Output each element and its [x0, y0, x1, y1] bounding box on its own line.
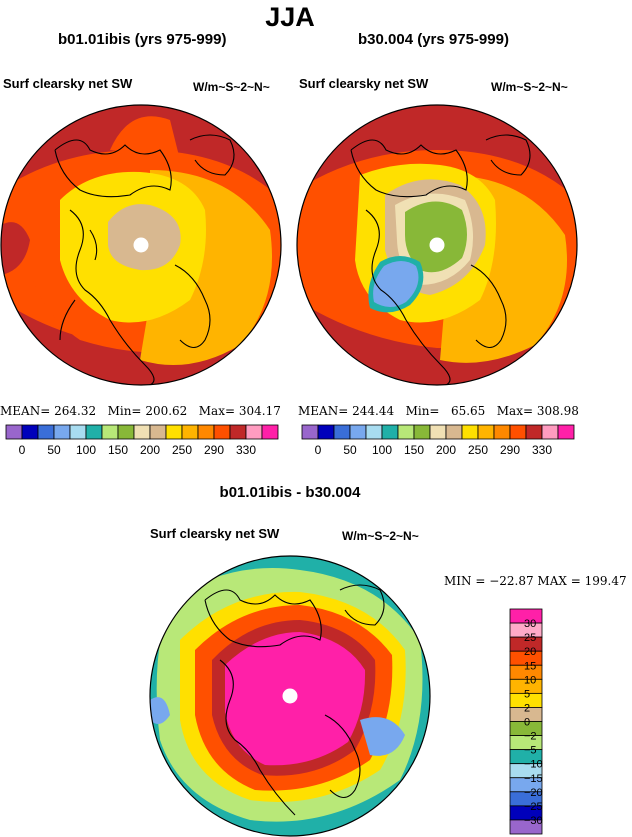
- colorbar-swatch: [165, 424, 183, 440]
- colorbar-swatch: [317, 424, 335, 440]
- colorbar-tick-label: 150: [404, 443, 424, 457]
- diff-colorbar-swatch: [509, 819, 543, 835]
- panel-2-units: W/m~S~2~N~: [491, 80, 568, 94]
- colorbar-swatch: [181, 424, 199, 440]
- panel-1-map: [1, 105, 281, 385]
- panel-1-title: b01.01ibis (yrs 975-999): [58, 31, 227, 48]
- colorbar-swatch: [365, 424, 383, 440]
- panel-2-stats: MEAN= 244.44 Min= 65.65 Max= 308.98: [298, 404, 579, 418]
- diff-colorbar-tick-label: 25: [524, 632, 536, 644]
- colorbar-swatch: [429, 424, 447, 440]
- diff-colorbar-tick-label: 15: [524, 660, 536, 672]
- diff-colorbar-tick-label: −30: [524, 815, 543, 827]
- colorbar-swatch: [261, 424, 279, 440]
- colorbar-tick-label: 250: [468, 443, 488, 457]
- colorbar-swatch: [213, 424, 231, 440]
- panel-1-min: 200.62: [145, 404, 188, 418]
- diff-colorbar-tick-label: 20: [524, 646, 536, 658]
- diff-colorbar-tick-label: −10: [524, 759, 543, 771]
- diff-title: b01.01ibis - b30.004: [219, 484, 361, 501]
- colorbar-swatch: [5, 424, 23, 440]
- colorbar-swatch: [541, 424, 559, 440]
- diff-colorbar-tick-label: 30: [524, 618, 536, 630]
- colorbar-tick-label: 150: [108, 443, 128, 457]
- panel-1-units: W/m~S~2~N~: [193, 80, 270, 94]
- colorbar-swatch: [381, 424, 399, 440]
- diff-colorbar-tick-label: −15: [524, 773, 543, 785]
- diff-colorbar-tick-label: −2: [524, 731, 537, 743]
- colorbar-tick-label: 200: [140, 443, 160, 457]
- panel-1-variable: Surf clearsky net SW: [3, 76, 133, 91]
- diff-variable: Surf clearsky net SW: [150, 526, 280, 541]
- panel-2-map: [297, 105, 577, 385]
- panel-1-mean: 264.32: [54, 404, 97, 418]
- colorbar-swatch: [149, 424, 167, 440]
- panel-2-max-label: Max=: [496, 404, 534, 418]
- colorbar-swatch: [493, 424, 511, 440]
- colorbar-tick-label: 330: [236, 443, 256, 457]
- colorbar-swatch: [117, 424, 135, 440]
- panel-2-colorbar: 0 50 100 150 200 250 290 330: [301, 424, 575, 457]
- panel-1-min-label: Min=: [107, 404, 142, 418]
- colorbar-tick-label: 0: [315, 443, 322, 457]
- panel-1-max-label: Max=: [198, 404, 236, 418]
- colorbar-swatch: [301, 424, 319, 440]
- colorbar-tick-label: 0: [19, 443, 26, 457]
- colorbar-tick-label: 100: [372, 443, 392, 457]
- panel-2-min: 65.65: [450, 404, 486, 418]
- colorbar-swatch: [69, 424, 87, 440]
- panel-2-mean: 244.44: [352, 404, 395, 418]
- colorbar-swatch: [413, 424, 431, 440]
- panel-2-mean-label: MEAN=: [298, 404, 349, 418]
- colorbar-swatch: [397, 424, 415, 440]
- diff-colorbar-tick-label: 10: [524, 674, 536, 686]
- diff-colorbar-tick-label: 2: [524, 702, 530, 714]
- diff-colorbar-tick-label: −25: [524, 801, 543, 813]
- colorbar-swatch: [133, 424, 151, 440]
- colorbar-swatch: [229, 424, 247, 440]
- colorbar-tick-label: 200: [436, 443, 456, 457]
- diff-colorbar-tick-label: −5: [524, 745, 537, 757]
- colorbar-swatch: [477, 424, 495, 440]
- panel-1-stats: MEAN= 264.32 Min= 200.62 Max= 304.17: [0, 404, 281, 418]
- panel-2-title: b30.004 (yrs 975-999): [358, 31, 509, 48]
- panel-1-colorbar: 0 50 100 150 200 250 290 330: [5, 424, 279, 457]
- colorbar-tick-label: 290: [500, 443, 520, 457]
- panel-2-max: 308.98: [536, 404, 579, 418]
- colorbar-swatch: [349, 424, 367, 440]
- colorbar-swatch: [85, 424, 103, 440]
- diff-map: [150, 556, 430, 836]
- colorbar-swatch: [101, 424, 119, 440]
- colorbar-swatch: [557, 424, 575, 440]
- diff-colorbar-tick-label: 0: [524, 717, 530, 729]
- colorbar-swatch: [445, 424, 463, 440]
- colorbar-swatch: [197, 424, 215, 440]
- colorbar-swatch: [525, 424, 543, 440]
- colorbar-tick-label: 50: [343, 443, 357, 457]
- colorbar-swatch: [21, 424, 39, 440]
- panel-2-min-label: Min=: [405, 404, 440, 418]
- season-title: JJA: [265, 2, 315, 32]
- colorbar-tick-label: 330: [532, 443, 552, 457]
- colorbar-tick-label: 250: [172, 443, 192, 457]
- diff-units: W/m~S~2~N~: [342, 529, 419, 543]
- diff-colorbar-tick-label: −20: [524, 787, 543, 799]
- colorbar-swatch: [245, 424, 263, 440]
- colorbar-tick-label: 50: [47, 443, 61, 457]
- colorbar-swatch: [37, 424, 55, 440]
- colorbar-tick-label: 100: [76, 443, 96, 457]
- panel-1-max: 304.17: [238, 404, 281, 418]
- colorbar-swatch: [461, 424, 479, 440]
- panel-2-variable: Surf clearsky net SW: [299, 76, 429, 91]
- colorbar-swatch: [333, 424, 351, 440]
- colorbar-swatch: [53, 424, 71, 440]
- colorbar-tick-label: 290: [204, 443, 224, 457]
- diff-stats: MIN = −22.87 MAX = 199.47: [444, 574, 627, 588]
- panel-1-mean-label: MEAN=: [0, 404, 51, 418]
- colorbar-swatch: [509, 424, 527, 440]
- diff-colorbar-tick-label: 5: [524, 688, 530, 700]
